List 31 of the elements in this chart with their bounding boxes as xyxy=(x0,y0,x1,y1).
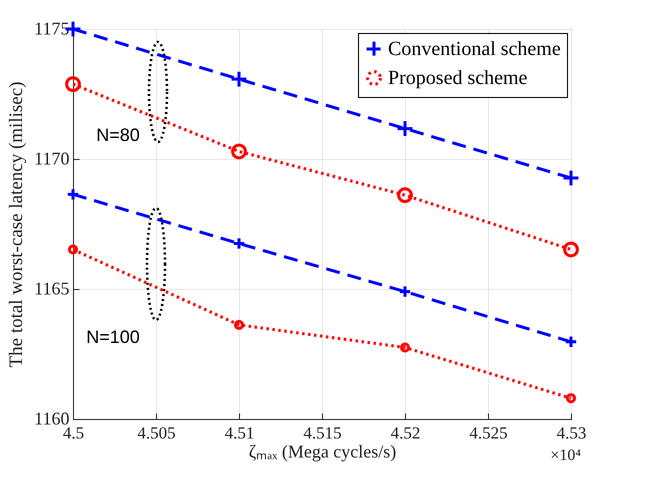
point xyxy=(65,76,81,92)
point xyxy=(396,120,414,138)
legend-label: Proposed scheme xyxy=(388,67,528,89)
point xyxy=(234,320,244,330)
y-tick-label: 1165 xyxy=(34,278,70,298)
point xyxy=(397,187,413,204)
y-tick-label: 1175 xyxy=(34,18,70,38)
x-tick-label: 4.53 xyxy=(556,424,586,442)
legend-label: Conventional scheme xyxy=(388,38,561,60)
x-tick-label: 4.52 xyxy=(390,424,420,442)
x-tick-label: 4.51 xyxy=(224,424,254,442)
text: ×10⁴ xyxy=(550,447,582,464)
point xyxy=(563,242,579,258)
y-tick-label: 1170 xyxy=(34,148,70,168)
point xyxy=(562,169,580,187)
point xyxy=(398,284,412,298)
point xyxy=(68,244,78,255)
point xyxy=(566,393,576,404)
x-axis-title: ζₘₐₓ (Mega cycles/s) xyxy=(248,442,396,462)
annotation: N=80 xyxy=(96,125,140,145)
x-tick-label: 4.515 xyxy=(303,424,342,442)
point xyxy=(564,335,578,348)
point xyxy=(400,342,410,353)
point xyxy=(232,236,246,250)
annotation: N=100 xyxy=(86,327,140,347)
point xyxy=(230,70,248,88)
point xyxy=(66,188,80,202)
x-tick-label: 4.525 xyxy=(469,424,508,442)
point xyxy=(231,144,247,160)
y-axis-title: The total worst-case latency (milisec) xyxy=(6,82,28,368)
x-tick-label: 4.505 xyxy=(137,424,176,442)
